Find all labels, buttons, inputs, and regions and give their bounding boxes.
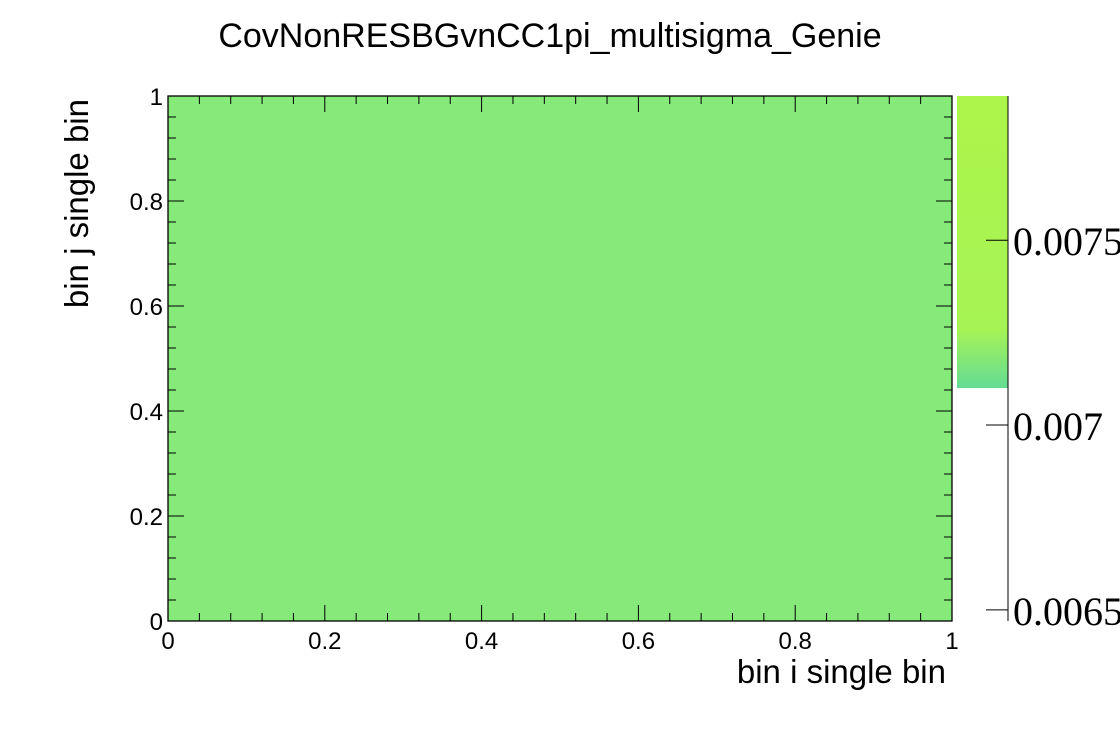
y-tick-label: 0.8 — [130, 189, 163, 216]
plot-area — [167, 95, 953, 622]
chart-title: CovNonRESBGvnCC1pi_multisigma_Genie — [218, 17, 881, 55]
x-axis: 0 0.2 0.4 0.6 0.8 1 — [161, 96, 959, 655]
y-axis-label: bin j single bin — [58, 99, 95, 308]
x-tick-label: 0.2 — [308, 628, 341, 655]
y-tick-label: 0.6 — [130, 294, 163, 321]
colorbar-tick-label: 0.0065 — [1013, 589, 1120, 634]
x-tick-label: 0.8 — [779, 628, 812, 655]
y-tick-label: 0.2 — [130, 504, 163, 531]
x-tick-label: 0.6 — [622, 628, 655, 655]
heatmap-cell-0 — [168, 96, 952, 621]
colorbar-tick-label: 0.0075 — [1013, 219, 1120, 264]
x-tick-label: 0 — [161, 628, 174, 655]
x-axis-label: bin i single bin — [737, 653, 946, 690]
colorbar-fill — [957, 96, 1008, 389]
y-axis: 0 0.2 0.4 0.6 0.8 1 — [130, 84, 952, 636]
colorbar-tick-label: 0.007 — [1013, 404, 1103, 449]
y-tick-label: 1 — [150, 84, 163, 111]
colorbar: 0.0065 0.007 0.0075 — [957, 96, 1120, 634]
y-tick-label: 0.4 — [130, 399, 163, 426]
x-tick-label: 1 — [945, 628, 958, 655]
y-tick-label: 0 — [150, 609, 163, 636]
x-tick-label: 0.4 — [465, 628, 498, 655]
plot-frame — [167, 95, 953, 622]
